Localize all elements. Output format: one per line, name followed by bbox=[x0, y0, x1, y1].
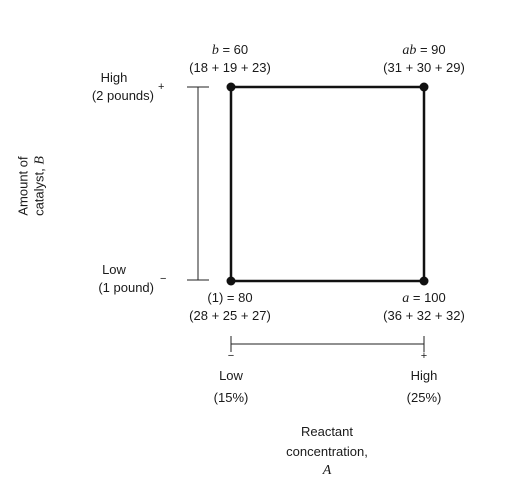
corner-a-breakdown: (36 + 32 + 32) bbox=[383, 308, 465, 323]
concentration-low-label: Low bbox=[219, 368, 243, 383]
catalyst-high-label: High bbox=[100, 70, 128, 85]
concentration-axis-title-line1: Reactant bbox=[300, 424, 354, 439]
catalyst-axis-title: Amount of catalyst, B bbox=[15, 156, 48, 216]
corner-point-one bbox=[226, 276, 236, 286]
catalyst-high-sign: + bbox=[158, 81, 165, 93]
corner-one-label: (1) = 80 bbox=[207, 290, 253, 305]
corner-point-b bbox=[226, 82, 236, 92]
corner-one-breakdown: (28 + 25 + 27) bbox=[189, 308, 271, 323]
catalyst-low-detail: (1 pound) bbox=[98, 280, 154, 295]
corner-point-a bbox=[419, 276, 429, 286]
corner-b-label: b = 60 bbox=[211, 42, 249, 58]
concentration-axis-bracket bbox=[230, 336, 425, 352]
corner-ab-label: ab = 90 bbox=[402, 42, 446, 58]
concentration-axis-title-line2: concentration, bbox=[286, 444, 368, 459]
catalyst-high-detail: (2 pounds) bbox=[91, 88, 154, 103]
concentration-low-detail: (15%) bbox=[213, 390, 249, 405]
catalyst-low-label: Low bbox=[102, 262, 126, 277]
design-square bbox=[229, 85, 426, 283]
concentration-axis-symbol: A bbox=[322, 463, 332, 478]
corner-b-breakdown: (18 + 19 + 23) bbox=[189, 60, 271, 75]
concentration-high-detail: (25%) bbox=[406, 390, 442, 405]
corner-point-ab bbox=[419, 82, 429, 92]
catalyst-low-sign: − bbox=[160, 273, 167, 285]
concentration-high-label: High bbox=[410, 368, 438, 383]
concentration-low-sign: − bbox=[227, 350, 235, 362]
concentration-high-sign: + bbox=[420, 350, 428, 362]
corner-ab-breakdown: (31 + 30 + 29) bbox=[383, 60, 465, 75]
catalyst-axis-bracket bbox=[187, 86, 209, 281]
corner-a-label: a = 100 bbox=[402, 290, 446, 306]
